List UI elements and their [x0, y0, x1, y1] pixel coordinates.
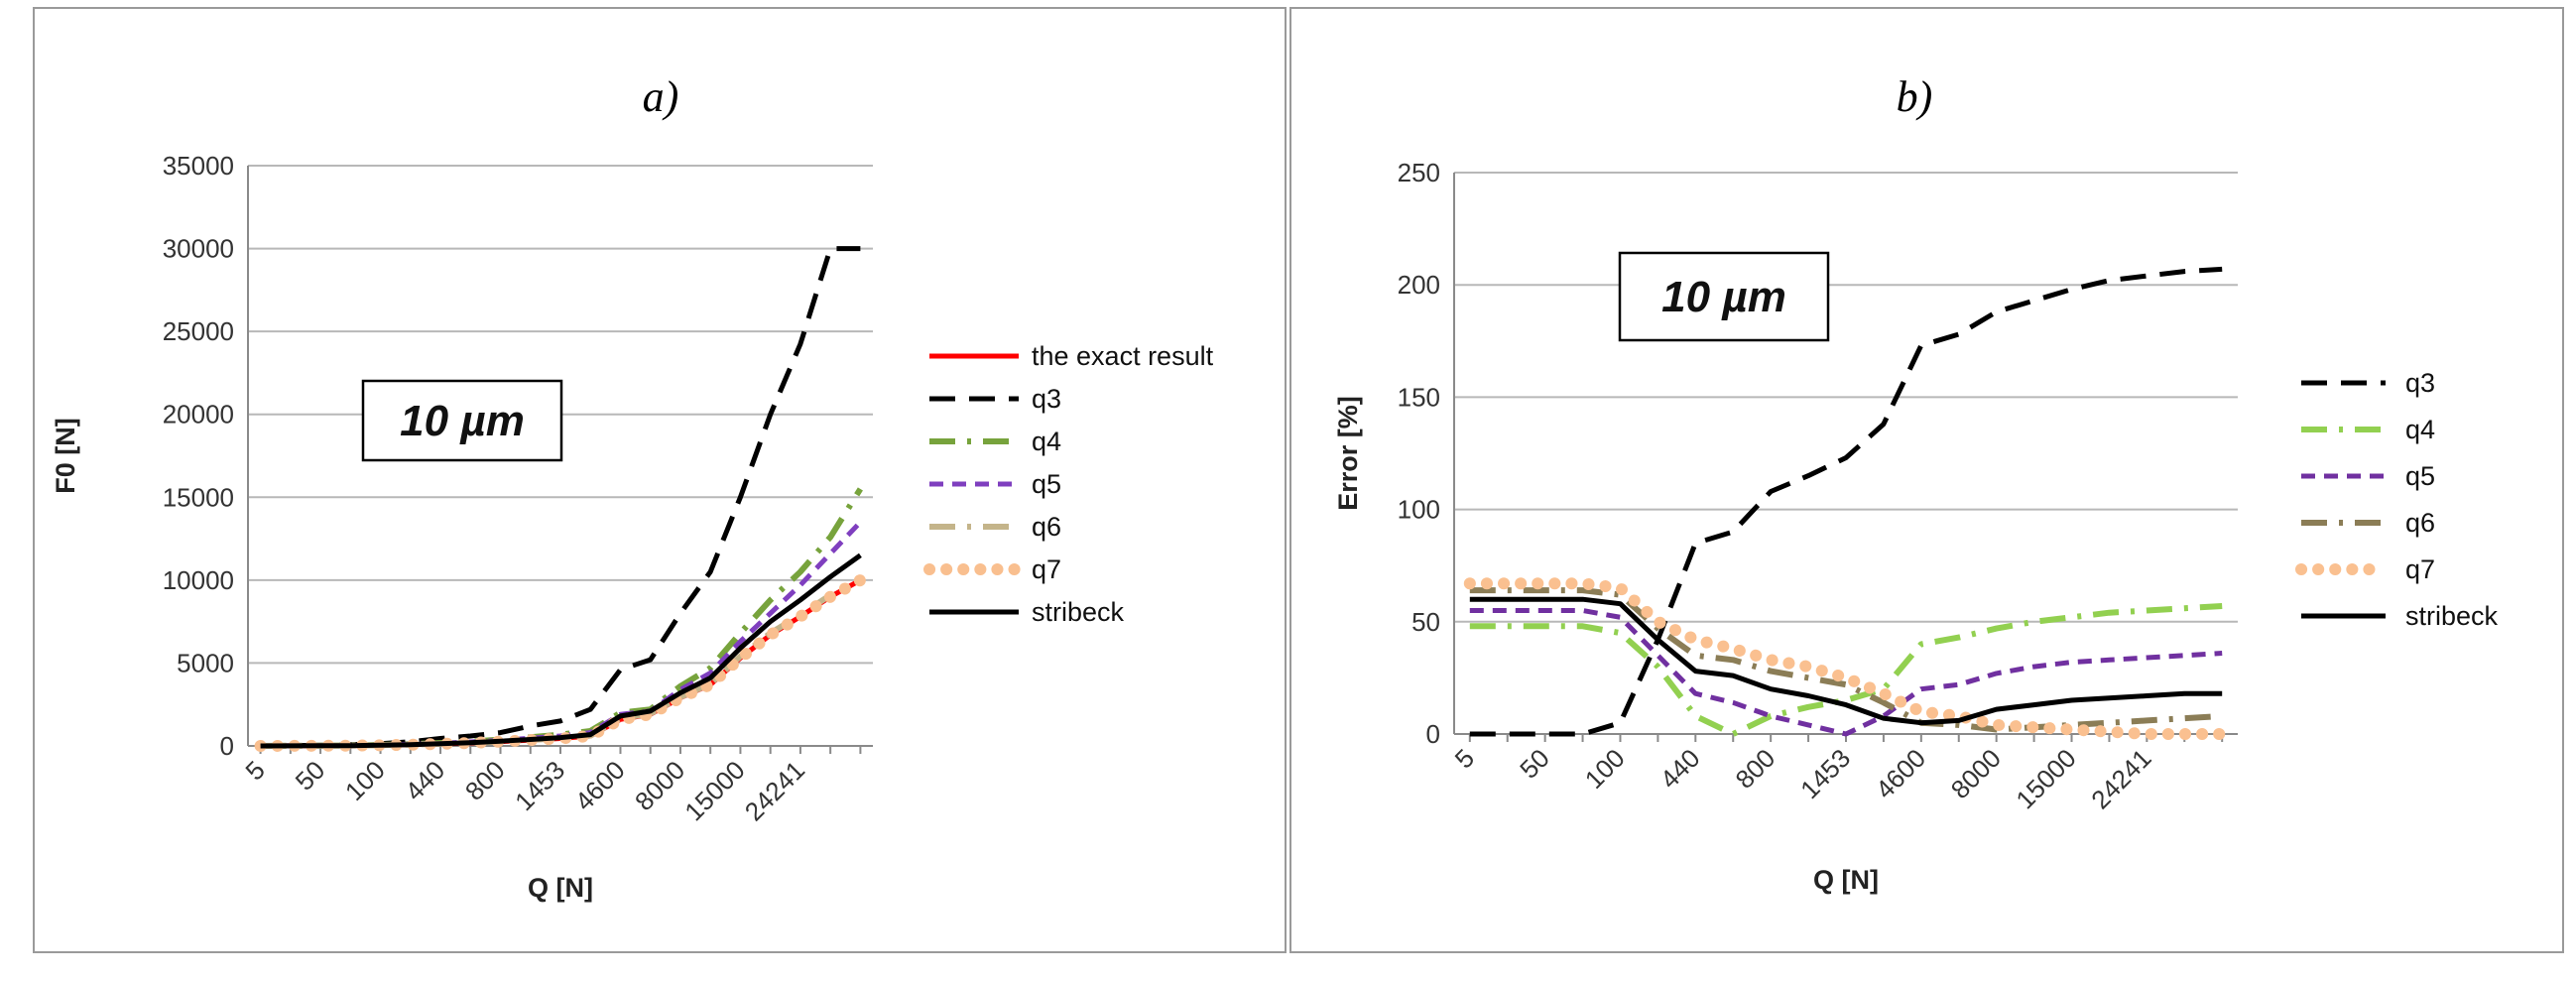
y-tick-label: 25000 [163, 316, 234, 346]
y-tick-label: 250 [1398, 158, 1440, 187]
legend-label: q7 [2405, 554, 2435, 584]
series-line-q3 [1469, 266, 2223, 737]
series-line-stribeck [1469, 596, 2223, 726]
legend-label: q6 [1032, 512, 1061, 542]
y-tick-label: 0 [220, 731, 234, 761]
legend-label: the exact result [1032, 341, 1214, 371]
series-line-stribeck [260, 552, 862, 749]
y-tick-label: 30000 [163, 234, 234, 264]
series-line-q5 [1469, 608, 2223, 737]
annotation-text: 10 µm [1661, 273, 1786, 321]
legend-label: q5 [2405, 461, 2435, 491]
y-tick-label: 150 [1398, 382, 1440, 412]
panel-a-frame [33, 7, 1287, 953]
y-axis-label: F0 [N] [51, 418, 80, 494]
y-tick-label: 20000 [163, 400, 234, 429]
y-tick-label: 15000 [163, 482, 234, 512]
annotation-box [361, 379, 563, 462]
panel-b-title: b) [1897, 72, 1933, 121]
y-tick-label: 5000 [177, 648, 234, 677]
series-line-q4 [260, 487, 863, 749]
y-tick-label: 50 [1411, 607, 1440, 637]
legend-label: q6 [2405, 508, 2435, 538]
series-line-q6 [1469, 587, 2223, 733]
legend-label: stribeck [1032, 597, 1125, 627]
y-tick-label: 200 [1398, 270, 1440, 300]
y-axis-label: Error [%] [1333, 396, 1363, 511]
legend-label: q3 [2405, 368, 2435, 398]
y-tick-label: 100 [1398, 495, 1440, 525]
x-axis-label: Q [N] [1813, 865, 1879, 895]
annotation-box [1618, 251, 1830, 342]
y-tick-label: 0 [1426, 719, 1440, 749]
legend-label: stribeck [2405, 601, 2499, 631]
panel-b-frame [1289, 7, 2564, 953]
legend-label: q7 [1032, 554, 1061, 584]
legend-label: q3 [1032, 384, 1061, 414]
panel-a-title: a) [643, 72, 679, 121]
series-line-q7 [1463, 577, 2229, 740]
series-line-q4 [1469, 603, 2223, 737]
y-tick-label: 35000 [163, 151, 234, 181]
x-axis-label: Q [N] [528, 873, 593, 903]
legend-label: q4 [1032, 427, 1061, 456]
annotation-text: 10 µm [400, 397, 525, 445]
y-tick-label: 10000 [163, 565, 234, 595]
legend-label: q5 [1032, 469, 1061, 499]
legend-label: q4 [2405, 415, 2435, 444]
